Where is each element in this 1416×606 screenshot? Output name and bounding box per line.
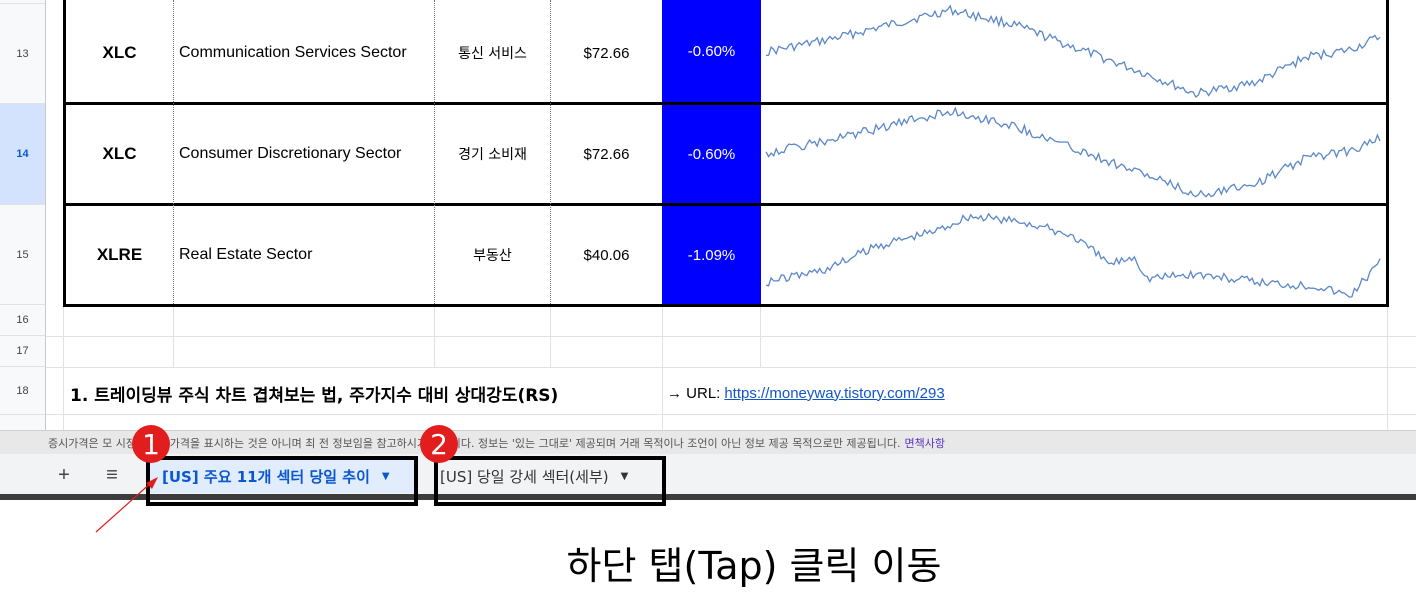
sector-name-cell[interactable]: Real Estate Sector: [179, 246, 313, 263]
pointer-arrow: [95, 477, 158, 533]
sparkline-chart[interactable]: [764, 103, 1384, 203]
chevron-down-icon[interactable]: ▼: [620, 470, 629, 482]
step-badge-1: 1: [132, 425, 170, 463]
row-header-19[interactable]: [0, 415, 46, 430]
sector-name-cell[interactable]: Communication Services Sector: [179, 44, 407, 61]
highlight-box-2: [434, 456, 666, 506]
change-cell[interactable]: -0.60%: [662, 0, 761, 102]
change-cell[interactable]: -0.60%: [662, 105, 761, 203]
row-header-13[interactable]: 13: [0, 4, 46, 104]
sheet-tab-strong-sectors[interactable]: [US] 당일 강세 섹터(세부) ▼: [436, 459, 662, 493]
sheet-tab-sectors[interactable]: [US] 주요 11개 섹터 당일 추이 ▼: [150, 459, 416, 493]
korean-name-cell[interactable]: 통신 서비스: [458, 46, 527, 62]
korean-name-cell[interactable]: 경기 소비재: [458, 147, 527, 163]
add-sheet-icon[interactable]: +: [58, 463, 70, 486]
sparkline-chart[interactable]: [764, 2, 1384, 102]
row-header-14[interactable]: 14: [0, 104, 46, 205]
url-cell[interactable]: → URL: https://moneyway.tistory.com/293: [667, 380, 945, 406]
price-cell[interactable]: $40.06: [583, 246, 630, 264]
change-cell[interactable]: -1.09%: [662, 206, 761, 304]
disclaimer-link[interactable]: 면책사항: [904, 436, 945, 450]
url-label: → URL:: [667, 384, 721, 402]
korean-name-cell[interactable]: 부동산: [473, 248, 512, 264]
row-header-17[interactable]: 17: [0, 336, 46, 367]
ticker-cell[interactable]: XLC: [102, 144, 137, 163]
ticker-cell[interactable]: XLC: [102, 43, 137, 62]
table-frame: [63, 0, 1389, 307]
gridline: [46, 367, 1416, 368]
url-link[interactable]: https://moneyway.tistory.com/293: [724, 384, 945, 402]
sheet-tab-label: [US] 주요 11개 섹터 당일 추이: [162, 467, 370, 486]
instruction-caption: 하단 탭(Tap) 클릭 이동: [566, 544, 942, 588]
column-divider: [173, 0, 174, 304]
column-divider: [550, 0, 551, 304]
disclaimer-text: 증시가격은 모 시장의 증시가격을 표시하는 것은 아니며 최 전 정보임을 참…: [48, 436, 901, 450]
ticker-cell[interactable]: XLRE: [96, 245, 143, 264]
row-header-18[interactable]: 18: [0, 367, 46, 415]
chevron-down-icon[interactable]: ▼: [381, 470, 390, 482]
highlight-box-1: [146, 456, 418, 506]
gridline: [46, 414, 1416, 415]
guide-link-title[interactable]: 1. 트레이딩뷰 주식 차트 겹쳐보는 법, 주가지수 대비 상대강도(RS): [70, 385, 559, 406]
disclaimer-bar: 증시가격은 모 시장의 증시가격을 표시하는 것은 아니며 최 전 정보임을 참…: [0, 430, 1416, 454]
step-badge-2: 2: [420, 425, 458, 463]
taskbar-strip: [0, 494, 1416, 500]
row-header-16[interactable]: 16: [0, 305, 46, 336]
sparkline-chart[interactable]: [764, 204, 1384, 304]
all-sheets-menu-icon[interactable]: ≡: [106, 463, 118, 486]
sector-name-cell[interactable]: Consumer Discretionary Sector: [179, 145, 402, 162]
column-divider: [434, 0, 435, 304]
gridline: [46, 336, 1416, 337]
spreadsheet-grid: 13 14 15 16 17 18 XLC Communication Serv…: [0, 0, 1416, 430]
sheet-tab-label: [US] 당일 강세 섹터(세부): [440, 467, 609, 486]
row-header-15[interactable]: 15: [0, 205, 46, 305]
price-cell[interactable]: $72.66: [583, 44, 630, 62]
row-border: [63, 203, 1389, 206]
price-cell[interactable]: $72.66: [583, 145, 630, 163]
row-header-12[interactable]: [0, 0, 46, 4]
row-border: [63, 102, 1389, 105]
